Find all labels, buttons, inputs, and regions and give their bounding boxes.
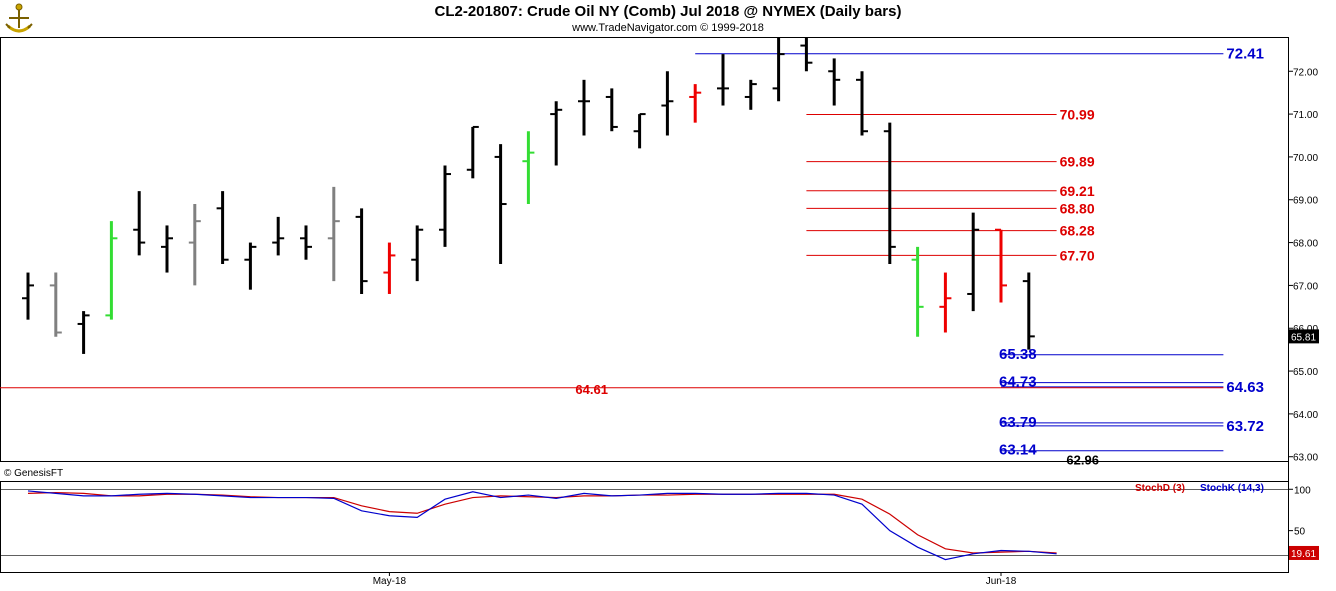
level-label: 64.73 xyxy=(999,374,1037,391)
level-label: 70.99 xyxy=(1060,107,1095,123)
copyright-label: © GenesisFT xyxy=(4,468,64,479)
level-label: 67.70 xyxy=(1060,247,1095,263)
stoch-tick-label: 50 xyxy=(1294,527,1306,538)
stoch-d-legend: StochD (3) xyxy=(1135,483,1185,494)
last-price-marker xyxy=(1289,329,1319,344)
stoch-last-marker xyxy=(1289,545,1319,560)
level-label: 72.41 xyxy=(1226,46,1264,63)
stoch-tick-label: 100 xyxy=(1294,485,1311,496)
chart-subtitle: www.TradeNavigator.com © 1999-2018 xyxy=(572,22,764,34)
level-label: 63.14 xyxy=(999,442,1037,459)
level-label: 68.28 xyxy=(1060,223,1095,239)
price-tick-label: 68.00 xyxy=(1293,239,1318,250)
price-tick-label: 64.00 xyxy=(1293,410,1318,421)
stoch-last-label: 19.61 xyxy=(1291,549,1316,560)
level-label: 64.63 xyxy=(1226,379,1264,396)
chart-title: CL2-201807: Crude Oil NY (Comb) Jul 2018… xyxy=(434,3,902,20)
price-tick-label: 65.00 xyxy=(1293,367,1318,378)
stoch-k-legend: StochK (14,3) xyxy=(1200,483,1264,494)
level-label: 68.80 xyxy=(1060,200,1095,216)
chart-header: CL2-201807: Crude Oil NY (Comb) Jul 2018… xyxy=(0,0,1336,37)
price-tick-label: 72.00 xyxy=(1293,67,1318,78)
level-label: 63.79 xyxy=(999,414,1037,431)
stoch-series-line xyxy=(27,490,1057,561)
last-price-label: 65.81 xyxy=(1291,332,1316,343)
x-tick-label: Jun-18 xyxy=(986,576,1017,587)
level-label: 62.96 xyxy=(1066,452,1099,467)
price-tick-label: 67.00 xyxy=(1293,281,1318,292)
price-tick-label: 70.00 xyxy=(1293,153,1318,164)
trade-navigator-logo-icon xyxy=(4,2,34,34)
x-tick-label: May-18 xyxy=(373,576,407,587)
level-label: 64.61 xyxy=(575,382,608,397)
level-label: 63.72 xyxy=(1226,418,1264,435)
price-tick-label: 71.00 xyxy=(1293,110,1318,121)
stoch-series-line xyxy=(27,491,1057,554)
level-label: 65.38 xyxy=(999,346,1037,363)
price-tick-label: 63.00 xyxy=(1293,453,1318,464)
price-tick-label: 69.00 xyxy=(1293,196,1318,207)
level-label: 69.89 xyxy=(1060,154,1095,170)
level-label: 69.21 xyxy=(1060,183,1095,199)
